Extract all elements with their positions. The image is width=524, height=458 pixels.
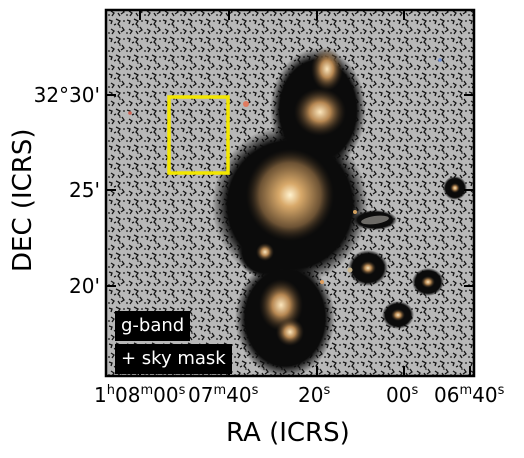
highlight-box bbox=[167, 95, 230, 175]
legend-mask-label: + sky mask bbox=[115, 344, 232, 374]
legend-band-label: g-band bbox=[115, 311, 191, 341]
x-tick-label: 07m40s bbox=[188, 383, 259, 407]
plot-frame bbox=[104, 8, 476, 378]
x-tick-label: 06m40s bbox=[434, 383, 505, 407]
x-tick-label: 20s bbox=[298, 383, 331, 407]
x-tick-label: 00s bbox=[386, 383, 419, 407]
x-axis-title: RA (ICRS) bbox=[226, 418, 350, 448]
y-axis-title: DEC (ICRS) bbox=[8, 128, 38, 272]
y-tick-label: 20' bbox=[69, 274, 100, 298]
y-tick-marks bbox=[106, 94, 474, 287]
y-tick-label: 25' bbox=[69, 178, 100, 202]
x-tick-label: 1h08m00s bbox=[94, 383, 186, 407]
y-tick-label: 32°30' bbox=[33, 83, 100, 107]
